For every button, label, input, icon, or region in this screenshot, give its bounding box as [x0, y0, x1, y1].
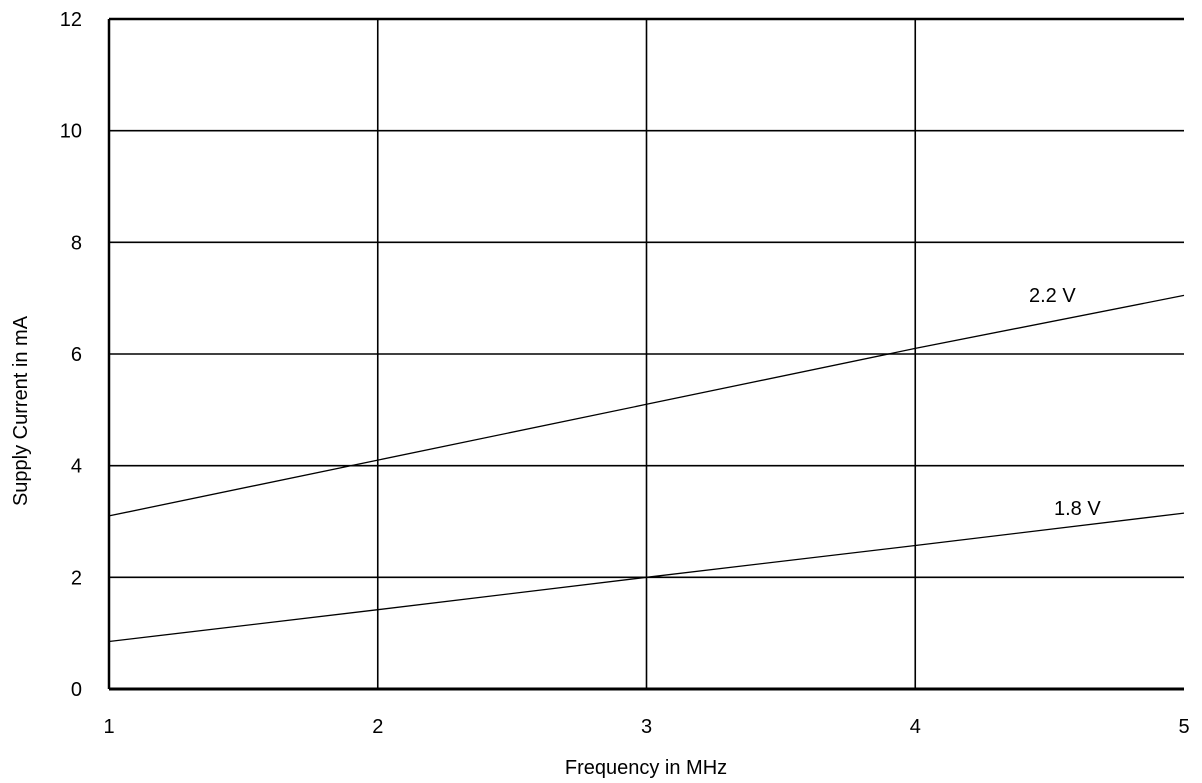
y-axis-title: Supply Current in mA: [10, 315, 32, 506]
x-tick-labels: 1 2 3 4 5: [103, 716, 1189, 738]
y-tick-label-4: 8: [71, 232, 82, 254]
series-line-1: [108, 512, 1185, 643]
x-tick-label-4: 5: [1178, 716, 1189, 738]
y-tick-labels: 0 2 4 6 8 10 12: [60, 9, 82, 701]
x-tick-label-1: 2: [372, 716, 383, 738]
y-tick-label-2: 4: [71, 456, 82, 478]
y-tick-label-6: 12: [60, 9, 82, 31]
x-axis-title: Frequency in MHz: [565, 757, 727, 779]
series-line-0: [108, 294, 1185, 517]
x-tick-label-3: 4: [910, 716, 921, 738]
x-tick-label-2: 3: [641, 716, 652, 738]
series-lines: [108, 294, 1185, 643]
series-label-0: 2.2 V: [1029, 285, 1076, 307]
series-label-1: 1.8 V: [1054, 498, 1101, 520]
y-tick-label-0: 0: [71, 679, 82, 701]
y-tick-label-3: 6: [71, 344, 82, 366]
series-labels: 2.2 V 1.8 V: [1029, 285, 1101, 520]
y-tick-label-5: 10: [60, 121, 82, 143]
x-tick-label-0: 1: [103, 716, 114, 738]
plot-frame: [107, 17, 1184, 691]
grid: [109, 19, 1184, 689]
y-tick-label-1: 2: [71, 567, 82, 589]
